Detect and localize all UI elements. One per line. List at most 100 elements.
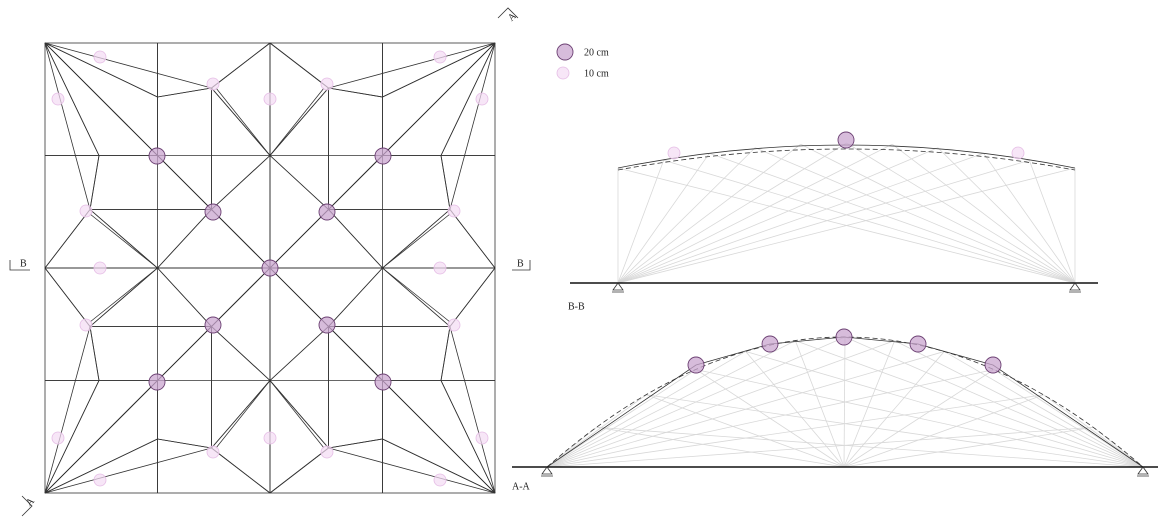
- edge: [547, 351, 746, 467]
- edge: [270, 88, 329, 156]
- node-large: [205, 317, 221, 333]
- node-large: [319, 317, 335, 333]
- node-large: [762, 336, 778, 352]
- edge: [329, 439, 383, 448]
- edge: [892, 144, 1075, 283]
- node-small: [476, 93, 488, 105]
- edge: [45, 210, 90, 269]
- edge: [547, 370, 696, 468]
- edge: [90, 327, 99, 381]
- edge: [90, 156, 99, 210]
- edge: [994, 370, 1143, 468]
- edge: [212, 327, 271, 381]
- edge: [216, 88, 270, 156]
- support: [541, 467, 553, 476]
- edge: [844, 351, 944, 467]
- edge: [329, 268, 383, 327]
- node-small: [94, 262, 106, 274]
- node-large: [688, 357, 704, 373]
- node-small: [434, 474, 446, 486]
- node-large: [836, 329, 852, 345]
- edge: [212, 88, 271, 156]
- edge: [90, 210, 158, 269]
- node-small: [52, 93, 64, 105]
- edge: [547, 341, 895, 467]
- edge: [547, 341, 795, 467]
- node-small: [668, 147, 680, 159]
- edge: [646, 395, 844, 467]
- node-small: [434, 51, 446, 63]
- edge: [216, 381, 270, 449]
- edge: [450, 43, 495, 210]
- legend-marker-large: [557, 44, 573, 60]
- section-mark-label: A: [24, 495, 37, 508]
- node-small: [94, 51, 106, 63]
- drawing: 20 cm 10 cm B B A A B-B A-A: [0, 0, 1161, 521]
- edge: [441, 327, 450, 381]
- edge: [270, 448, 329, 493]
- edge: [45, 43, 212, 88]
- arch: [618, 145, 1075, 168]
- edge: [212, 448, 271, 493]
- edge: [158, 210, 212, 269]
- edge: [709, 153, 1075, 283]
- edge: [158, 439, 212, 448]
- node-large: [838, 132, 854, 148]
- legend-marker-small: [557, 67, 569, 79]
- node-small: [1012, 147, 1024, 159]
- node-small: [80, 205, 92, 217]
- node-large: [149, 374, 165, 390]
- edge: [270, 268, 329, 327]
- node-large: [319, 204, 335, 220]
- edge: [618, 160, 664, 283]
- edge: [441, 156, 450, 210]
- node-small: [52, 432, 64, 444]
- edge: [270, 327, 329, 381]
- node-large: [375, 148, 391, 164]
- node-small: [94, 474, 106, 486]
- edge: [270, 381, 324, 449]
- edge: [270, 43, 329, 88]
- edge: [90, 214, 158, 268]
- edge: [329, 210, 383, 269]
- edge: [270, 156, 329, 210]
- edge: [844, 395, 1044, 467]
- edge: [547, 427, 1093, 467]
- section-mark-label: B: [517, 258, 524, 269]
- edge: [597, 427, 1143, 467]
- edge: [944, 351, 1143, 467]
- edge: [329, 327, 383, 381]
- node-large: [985, 357, 1001, 373]
- sections: [512, 132, 1158, 476]
- edge: [450, 268, 495, 327]
- edge: [212, 43, 271, 88]
- edge: [158, 327, 212, 381]
- edge: [270, 381, 329, 449]
- edge: [618, 153, 984, 283]
- edge: [844, 370, 994, 468]
- edge: [383, 214, 451, 268]
- node-large: [262, 260, 278, 276]
- edge: [329, 448, 496, 493]
- section-mark-label: B: [20, 258, 27, 269]
- node-large: [205, 204, 221, 220]
- section-label: A-A: [512, 481, 531, 492]
- support: [1137, 467, 1149, 476]
- edge: [212, 381, 271, 449]
- edge: [329, 156, 383, 210]
- edge: [158, 268, 212, 327]
- edge: [90, 268, 158, 327]
- edge: [383, 268, 451, 327]
- edge: [212, 268, 271, 327]
- node-small: [321, 78, 333, 90]
- node-small: [434, 262, 446, 274]
- edge: [329, 88, 383, 97]
- edge: [212, 156, 271, 210]
- legend-label: 20 cm: [584, 47, 609, 58]
- edge: [547, 337, 845, 467]
- support: [612, 283, 624, 292]
- node-small: [448, 319, 460, 331]
- node-small: [207, 446, 219, 458]
- edge: [45, 268, 90, 327]
- node-small: [264, 93, 276, 105]
